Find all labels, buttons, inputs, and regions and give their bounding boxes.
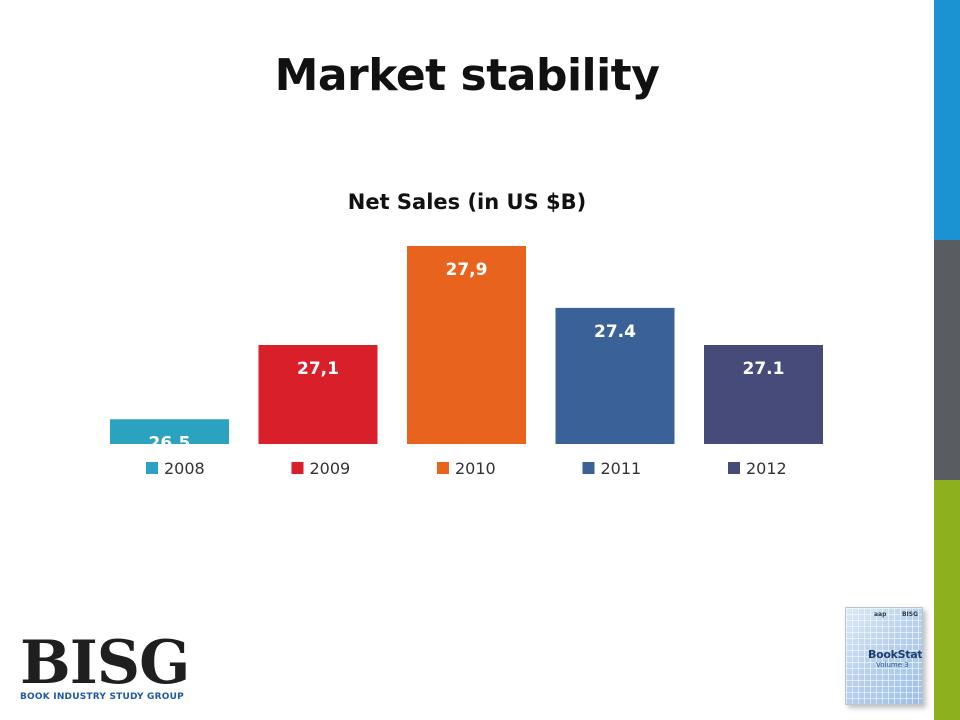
- legend-label-2010: 2010: [455, 459, 496, 478]
- legend-label-2011: 2011: [601, 459, 642, 478]
- legend-swatch-2012: [728, 462, 740, 474]
- cover-publisher-aap: aap: [874, 611, 887, 618]
- bar-2011: [555, 307, 675, 444]
- bar-2012: [704, 345, 823, 444]
- data-label-2011: 27.4: [594, 322, 636, 342]
- bar-2009: [258, 345, 378, 444]
- cover-publisher-bisg: BISG: [901, 611, 918, 618]
- data-label-2012: 27.1: [743, 359, 785, 379]
- cover-pattern: [846, 608, 922, 704]
- bar-2008: [110, 419, 229, 444]
- legend-label-2012: 2012: [746, 459, 787, 478]
- slide-title: Market stability: [274, 50, 660, 101]
- legend-swatch-2009: [291, 462, 304, 474]
- accent-stripe-bottom: [934, 480, 960, 720]
- legend-swatch-2011: [582, 462, 595, 474]
- accent-stripe-top: [934, 0, 960, 240]
- cover-volume: Volume 3: [876, 661, 909, 669]
- legend-label-2008: 2008: [164, 459, 205, 478]
- legend-swatch-2010: [437, 462, 449, 474]
- bisg-logo: BISG BOOK INDUSTRY STUDY GROUP: [20, 628, 190, 702]
- bar-2010: [407, 246, 526, 444]
- net-sales-bar-chart: 26,5 27,1 27,9 27.4 27.1 2008 2009 2010 2011 2012: [110, 246, 823, 478]
- bookstats-cover-image: aap BISG BookStats Volume 3: [845, 607, 923, 705]
- legend-label-2009: 2009: [310, 459, 351, 478]
- data-label-2010: 27,9: [446, 260, 488, 280]
- chart-title: Net Sales (in US $B): [347, 190, 587, 214]
- bisg-logo-subtitle: BOOK INDUSTRY STUDY GROUP: [20, 692, 184, 702]
- accent-stripe-middle: [934, 240, 960, 480]
- data-label-2009: 27,1: [297, 359, 339, 379]
- cover-title: BookStats: [868, 648, 923, 661]
- bisg-logo-wordmark: BISG: [20, 628, 190, 698]
- data-label-2008: 26,5: [149, 433, 191, 453]
- legend-swatch-2008: [146, 462, 158, 474]
